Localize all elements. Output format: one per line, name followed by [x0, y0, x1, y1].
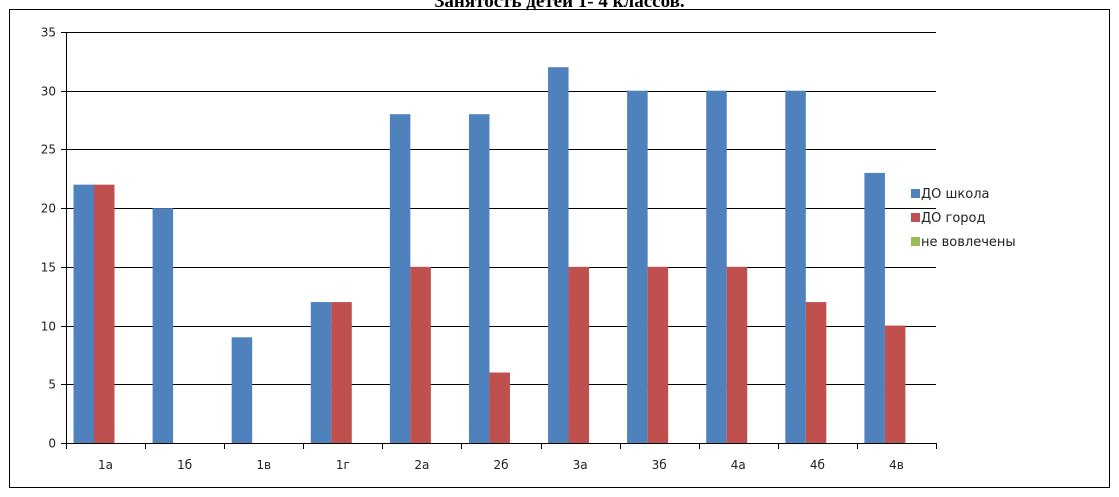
- x-tick-label-4б: 4б: [810, 458, 825, 472]
- legend-label-1: ДО школа: [921, 187, 990, 202]
- bar-2-1г: [331, 302, 352, 443]
- x-tick-label-4в: 4в: [889, 458, 904, 472]
- legend-label-3: не вовлечены: [921, 235, 1016, 250]
- y-tick-label-5: 5: [48, 378, 56, 392]
- y-tick-label-20: 20: [41, 202, 56, 216]
- bar-2-4а: [726, 266, 748, 443]
- bar-2-4в: [884, 325, 906, 443]
- y-tick-label-10: 10: [41, 320, 56, 334]
- x-tick-label-1б: 1б: [177, 458, 192, 472]
- chart-frame: [9, 9, 1110, 488]
- x-tick-label-1г: 1г: [336, 458, 350, 472]
- bar-1-4в: [864, 172, 885, 443]
- y-tick-label-0: 0: [48, 437, 56, 451]
- y-tick-label-35: 35: [41, 26, 56, 40]
- x-tick-label-4а: 4а: [731, 458, 746, 472]
- y-tick-label-25: 25: [41, 143, 56, 157]
- bar-1-2а: [389, 114, 411, 443]
- legend-swatch-3: [911, 237, 920, 246]
- bar-2-4б: [805, 302, 827, 443]
- legend-swatch-1: [911, 189, 920, 198]
- x-tick-label-2б: 2б: [493, 458, 508, 472]
- bars: [73, 67, 906, 443]
- y-tick-label-15: 15: [41, 261, 56, 275]
- bar-2-3а: [568, 266, 590, 443]
- bar-2-3б: [647, 266, 669, 443]
- x-tick-label-1в: 1в: [256, 458, 271, 472]
- bar-1-1а: [73, 184, 94, 443]
- legend: ДО школа ДО город не вовлечены: [911, 187, 1016, 250]
- bar-2-2а: [410, 266, 431, 443]
- legend-swatch-2: [911, 213, 920, 222]
- bar-1-4а: [706, 90, 727, 443]
- bar-2-1а: [94, 184, 115, 443]
- legend-label-2: ДО город: [921, 211, 986, 226]
- x-tick-label-3б: 3б: [652, 458, 667, 472]
- bar-1-2б: [468, 114, 490, 443]
- bar-1-4б: [785, 90, 806, 443]
- axes: [66, 32, 937, 449]
- x-tick-label-2а: 2а: [414, 458, 429, 472]
- bar-1-1г: [310, 302, 332, 443]
- bar-2-2б: [489, 372, 510, 443]
- bar-1-1в: [231, 337, 253, 443]
- x-tick-label-3а: 3а: [573, 458, 588, 472]
- bar-1-3а: [548, 67, 569, 443]
- y-tick-labels: 0 5 10 15 20 25 30 35: [41, 26, 56, 451]
- x-tick-labels: 1а 1б 1в 1г 2а 2б 3а 3б 4а 4б 4в: [98, 458, 904, 472]
- bar-1-3б: [627, 90, 648, 443]
- bar-1-1б: [152, 208, 174, 443]
- x-tick-label-1а: 1а: [98, 458, 113, 472]
- y-tick-label-30: 30: [41, 85, 56, 99]
